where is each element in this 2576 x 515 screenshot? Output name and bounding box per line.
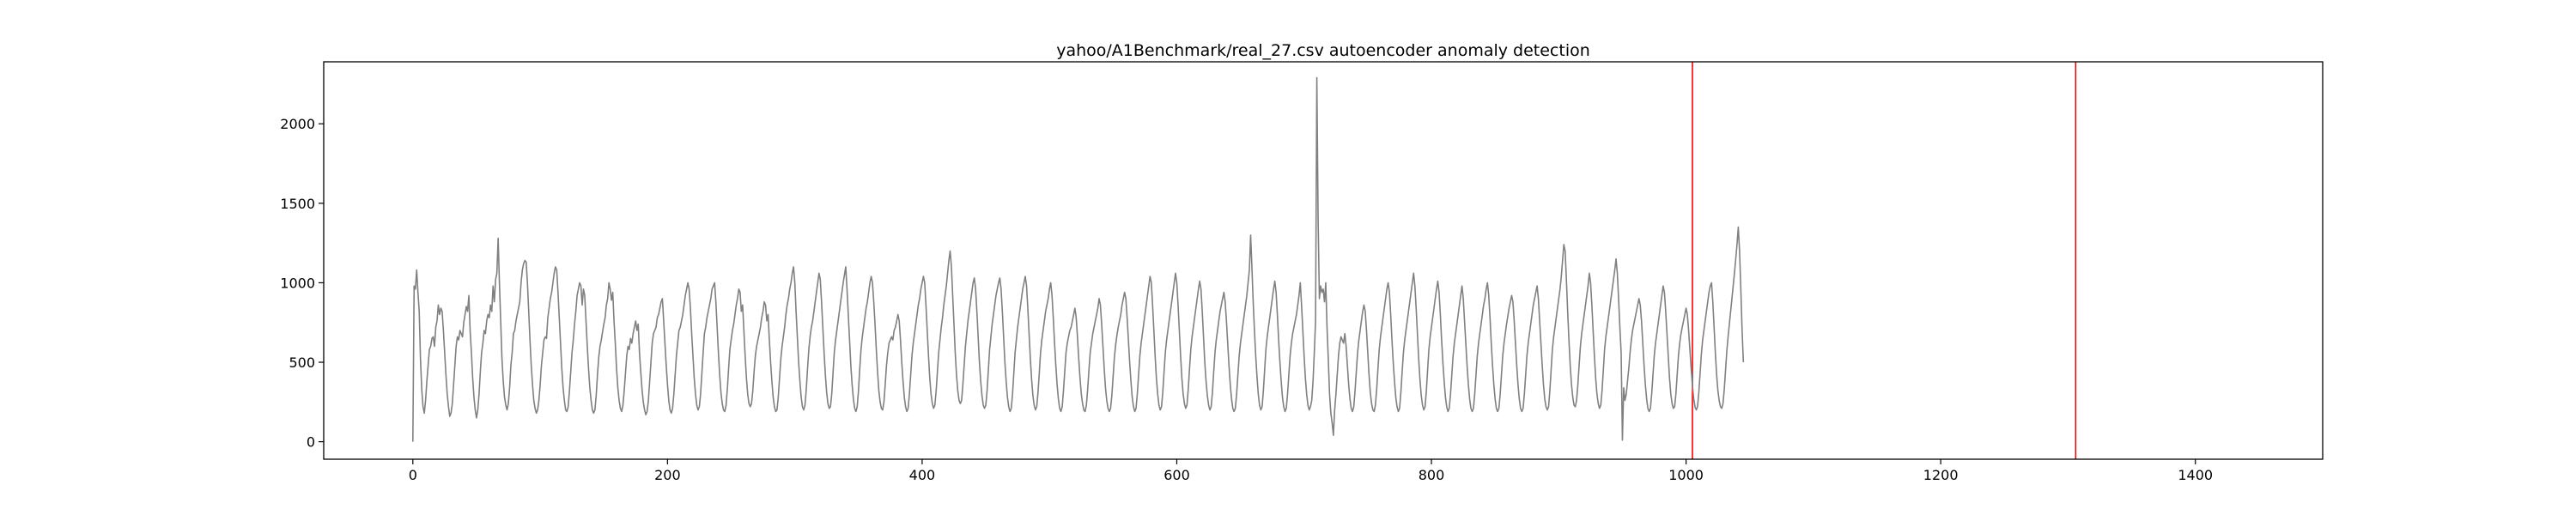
x-tick-label: 1000 [1668, 467, 1704, 483]
y-tick-label: 1000 [280, 275, 315, 291]
series-group [412, 76, 1745, 442]
y-tick-label: 0 [307, 434, 315, 451]
y-tick-label: 500 [289, 354, 315, 371]
y-tick-label: 2000 [280, 116, 315, 132]
x-tick-label: 400 [909, 467, 936, 483]
anomaly-markers [1692, 62, 2077, 459]
chart-title: yahoo/A1Benchmark/real_27.csv autoencode… [1056, 41, 1590, 60]
plot-frame [323, 61, 2324, 460]
x-axis: 0 200 400 600 800 1000 1200 1400 [409, 459, 2213, 483]
x-tick-label: 1200 [1923, 467, 1959, 483]
x-tick-label: 1400 [2178, 467, 2213, 483]
x-tick-label: 600 [1163, 467, 1190, 483]
x-tick-label: 800 [1419, 467, 1445, 483]
y-tick-label: 1500 [280, 196, 315, 212]
x-tick-label: 0 [409, 467, 417, 483]
series-line [412, 76, 1745, 442]
y-axis: 0 500 1000 1500 2000 [280, 116, 324, 451]
x-tick-label: 200 [654, 467, 681, 483]
